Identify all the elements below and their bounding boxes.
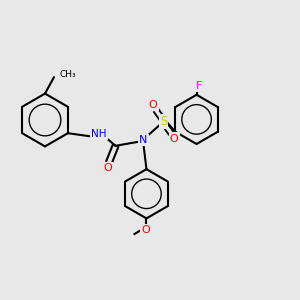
Text: CH₃: CH₃	[59, 70, 76, 79]
Text: S: S	[160, 115, 167, 128]
Text: NH: NH	[91, 129, 107, 139]
Text: N: N	[139, 135, 148, 145]
Text: O: O	[149, 100, 158, 110]
Text: O: O	[170, 134, 178, 144]
Text: O: O	[103, 163, 112, 173]
Text: O: O	[141, 225, 150, 235]
Text: F: F	[196, 81, 202, 91]
